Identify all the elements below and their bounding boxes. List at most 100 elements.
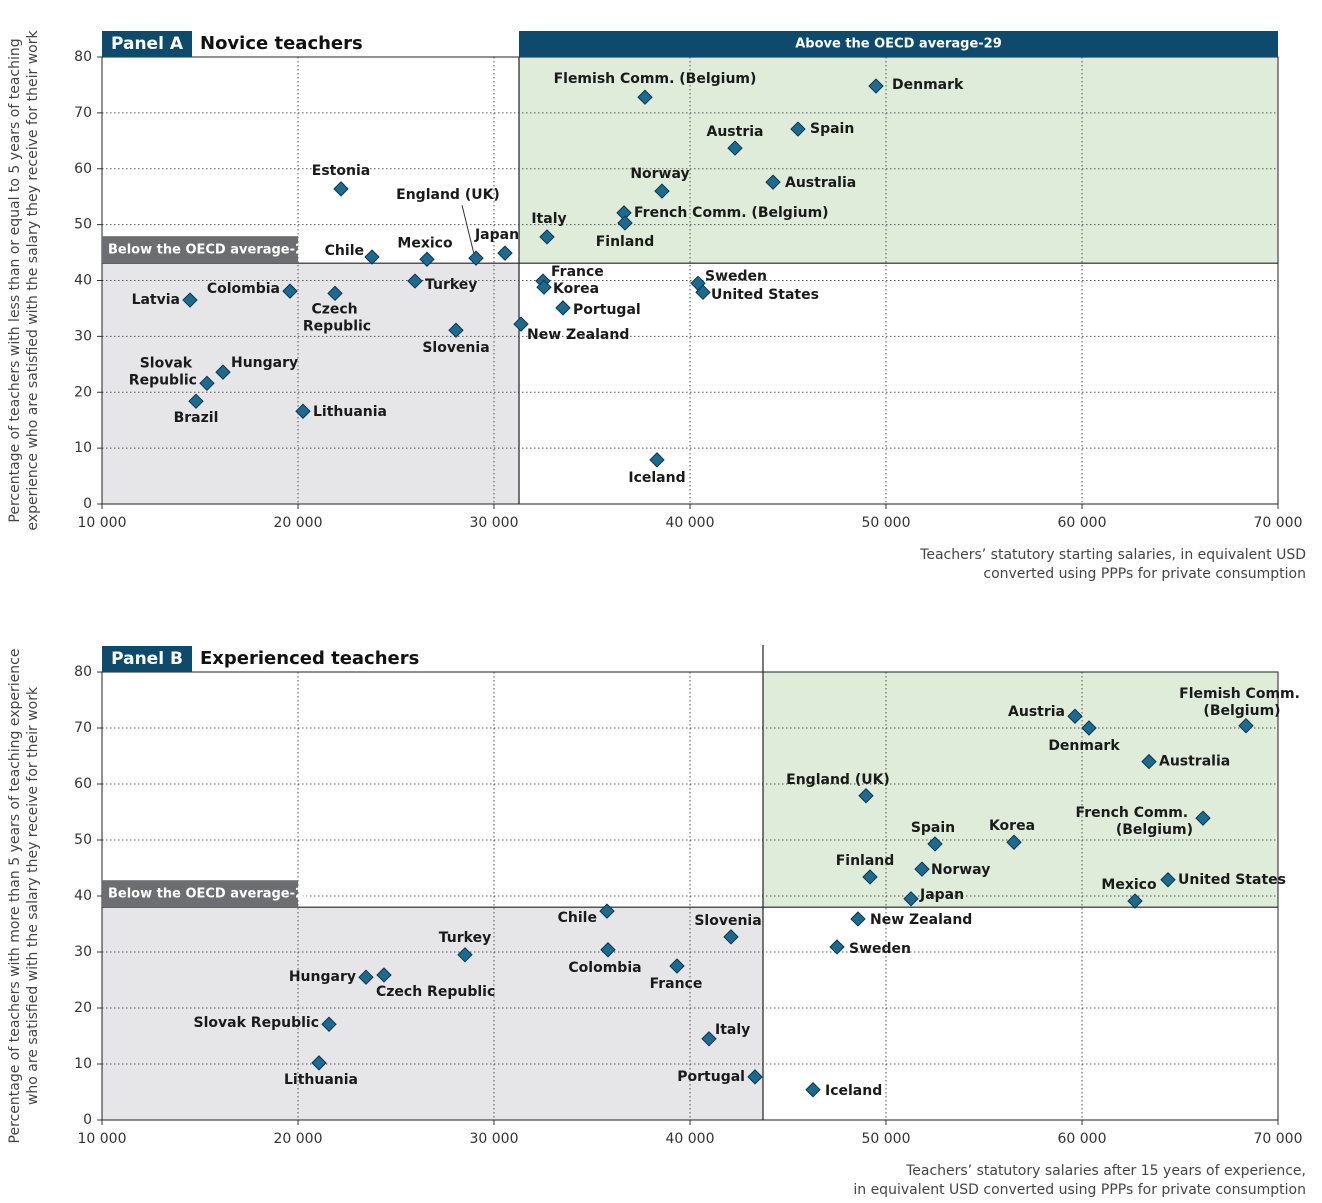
- point-label-line: Republic: [303, 318, 371, 334]
- point-label: Hungary: [231, 355, 298, 371]
- point-label: France: [650, 976, 703, 992]
- point: [654, 183, 670, 199]
- y-tick-label: 0: [83, 1112, 92, 1128]
- point: [617, 215, 633, 231]
- x-tick-label: 50 000: [862, 515, 911, 531]
- x-tick-label: 40 000: [666, 515, 715, 531]
- point: [1067, 708, 1083, 724]
- above-average-banner: [519, 31, 1278, 57]
- point-label-line: Republic: [129, 372, 197, 388]
- point-label: Italy: [531, 211, 566, 227]
- y-tick-label: 10: [74, 440, 92, 456]
- point: [927, 836, 943, 852]
- y-tick-label: 40: [74, 273, 92, 289]
- point: [790, 121, 806, 137]
- y-tick-label: 10: [74, 1056, 92, 1072]
- y-axis-label: Percentage of teachers with more than 5 …: [7, 649, 23, 1144]
- y-tick-label: 60: [74, 776, 92, 792]
- point: [333, 181, 349, 197]
- point: [419, 251, 435, 267]
- panel-label-box: [102, 31, 192, 57]
- y-tick-label: 70: [74, 105, 92, 121]
- point-label-line: (Belgium): [1116, 822, 1193, 838]
- y-tick-label: 30: [74, 944, 92, 960]
- point: [311, 1055, 327, 1071]
- x-tick-label: 30 000: [470, 1131, 519, 1147]
- point-label: Portugal: [677, 1069, 745, 1085]
- point: [215, 364, 231, 380]
- point: [1141, 753, 1157, 770]
- x-tick-label: 10 000: [78, 1131, 127, 1147]
- point-label: Flemish Comm. (Belgium): [1179, 686, 1305, 719]
- point: [649, 452, 665, 468]
- point-label-line: Flemish Comm.: [1179, 686, 1305, 702]
- point: [747, 1069, 763, 1085]
- x-tick-label: 70 000: [1254, 1131, 1303, 1147]
- panel: 10 000 20 000 30 000 40 000 50 000 60 000 70 0…: [7, 645, 1306, 1198]
- point-label: French Comm. (Belgium): [634, 205, 829, 221]
- y-tick-label: 20: [74, 384, 92, 400]
- point-label: Australia: [1159, 754, 1230, 770]
- point: [850, 911, 866, 927]
- x-tick-label: 40 000: [666, 1131, 715, 1147]
- y-tick-label: 50: [74, 832, 92, 848]
- point: [321, 1016, 337, 1032]
- point-label: England (UK): [396, 187, 500, 203]
- point: [914, 861, 930, 877]
- panel: 10 000 20 000 30 000 40 000 50 000 60 000 70 0…: [7, 30, 1306, 582]
- point-label: Brazil: [174, 410, 219, 426]
- below-average-banner: [102, 880, 298, 908]
- point-label: Chile: [558, 910, 597, 926]
- point: [282, 283, 298, 299]
- point: [701, 1031, 717, 1047]
- x-axis-label: Teachers’ statutory starting salaries, i…: [919, 547, 1306, 563]
- point-label: Latvia: [132, 292, 180, 308]
- point-label: Iceland: [628, 470, 685, 486]
- x-tick-label: 20 000: [274, 1131, 323, 1147]
- point-label: Hungary: [289, 969, 356, 985]
- panel-label: Panel B: [111, 649, 183, 669]
- below-average-area: [102, 263, 520, 504]
- point-label: New Zealand: [870, 912, 972, 928]
- point-label: Flemish Comm. (Belgium): [554, 71, 757, 87]
- below-average-label: Below the OECD average-27: [108, 887, 313, 902]
- point: [903, 891, 919, 907]
- point-label: Czech Republic: [376, 984, 495, 1000]
- point-label: United States: [711, 287, 819, 303]
- y-tick-label: 30: [74, 328, 92, 344]
- point: [669, 958, 685, 974]
- point-label: Spain: [911, 820, 955, 836]
- point-label: Colombia: [568, 960, 641, 976]
- y-axis-label: experience who are satisfied with the sa…: [25, 30, 41, 531]
- point-label: Finland: [596, 234, 655, 250]
- point-label: Austria: [707, 124, 764, 140]
- point: [539, 229, 555, 245]
- point-label: Estonia: [312, 163, 370, 179]
- point: [182, 292, 198, 308]
- x-tick-label: 60 000: [1058, 1131, 1107, 1147]
- point: [1081, 720, 1097, 736]
- panel-title: Novice teachers: [200, 33, 363, 54]
- point-label: Japan: [919, 887, 964, 903]
- y-tick-label: 0: [83, 496, 92, 512]
- point: [295, 403, 311, 419]
- point-label: Slovak Republic: [194, 1015, 319, 1031]
- x-axis-label: converted using PPPs for private consump…: [983, 566, 1306, 582]
- point-label: Turkey: [425, 277, 477, 293]
- point-label: New Zealand: [527, 327, 629, 343]
- point-label: Sweden: [849, 941, 911, 957]
- point: [513, 316, 529, 332]
- point: [1195, 810, 1211, 826]
- point: [327, 285, 343, 302]
- point: [637, 89, 653, 105]
- point: [407, 273, 423, 289]
- panel-title: Experienced teachers: [200, 648, 419, 669]
- point: [599, 903, 615, 919]
- x-tick-label: 70 000: [1254, 515, 1303, 531]
- point-label-line: (Belgium): [1203, 703, 1280, 719]
- point-label: Portugal: [573, 302, 641, 318]
- point: [188, 393, 204, 409]
- point-label: Denmark: [1048, 738, 1120, 754]
- point-label-line: French Comm.: [1076, 805, 1193, 821]
- point-label: Iceland: [825, 1083, 882, 1099]
